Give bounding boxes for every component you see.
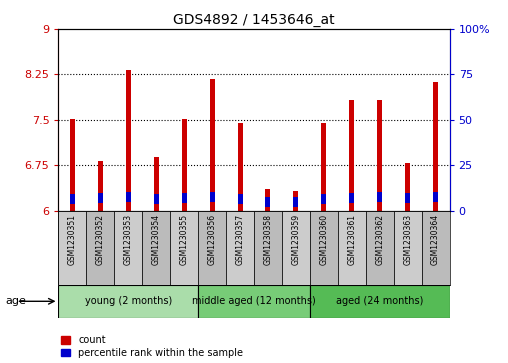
Text: GSM1230355: GSM1230355 — [180, 213, 188, 265]
Text: young (2 months): young (2 months) — [85, 296, 172, 306]
Text: GSM1230362: GSM1230362 — [375, 213, 384, 265]
Bar — [294, 197, 298, 207]
Bar — [254, 211, 282, 285]
Text: GSM1230358: GSM1230358 — [264, 213, 272, 265]
Bar — [422, 211, 450, 285]
Bar — [210, 192, 214, 202]
Bar — [142, 211, 170, 285]
Text: GSM1230354: GSM1230354 — [152, 213, 161, 265]
Bar — [350, 193, 354, 203]
Bar — [86, 211, 114, 285]
Text: middle aged (12 months): middle aged (12 months) — [192, 296, 316, 306]
Text: GSM1230353: GSM1230353 — [124, 213, 133, 265]
Bar — [266, 197, 270, 207]
Bar — [154, 193, 158, 204]
Bar — [310, 285, 450, 318]
Bar — [70, 119, 75, 211]
Text: GSM1230351: GSM1230351 — [68, 213, 77, 265]
Bar — [322, 194, 326, 204]
Bar — [377, 101, 382, 211]
Title: GDS4892 / 1453646_at: GDS4892 / 1453646_at — [173, 13, 335, 26]
Bar — [98, 161, 103, 211]
Bar — [310, 211, 338, 285]
Bar — [226, 211, 254, 285]
Bar — [198, 211, 226, 285]
Bar — [366, 211, 394, 285]
Bar — [58, 285, 198, 318]
Text: GSM1230360: GSM1230360 — [320, 213, 328, 265]
Bar — [126, 192, 131, 202]
Bar — [322, 123, 326, 211]
Bar — [394, 211, 422, 285]
Bar — [294, 191, 298, 211]
Bar — [182, 119, 186, 211]
Bar — [377, 192, 382, 202]
Bar — [154, 157, 158, 211]
Bar — [210, 79, 214, 211]
Bar — [58, 211, 86, 285]
Text: GSM1230363: GSM1230363 — [403, 213, 412, 265]
Bar — [282, 211, 310, 285]
Text: GSM1230359: GSM1230359 — [292, 213, 300, 265]
Bar — [238, 195, 242, 204]
Text: GSM1230352: GSM1230352 — [96, 213, 105, 265]
Bar — [338, 211, 366, 285]
Bar — [405, 193, 410, 203]
Bar — [405, 163, 410, 211]
Text: age: age — [5, 296, 26, 306]
Bar — [433, 192, 438, 203]
Text: GSM1230361: GSM1230361 — [347, 213, 356, 265]
Bar — [433, 82, 438, 211]
Bar — [198, 285, 310, 318]
Text: GSM1230357: GSM1230357 — [236, 213, 244, 265]
Bar — [98, 193, 103, 203]
Bar — [266, 189, 270, 211]
Text: GSM1230356: GSM1230356 — [208, 213, 216, 265]
Text: GSM1230364: GSM1230364 — [431, 213, 440, 265]
Bar — [126, 70, 131, 211]
Bar — [70, 194, 75, 204]
Bar — [114, 211, 142, 285]
Text: aged (24 months): aged (24 months) — [336, 296, 423, 306]
Bar — [350, 101, 354, 211]
Bar — [182, 193, 186, 203]
Legend: count, percentile rank within the sample: count, percentile rank within the sample — [61, 335, 243, 358]
Bar — [170, 211, 198, 285]
Bar — [238, 123, 242, 211]
